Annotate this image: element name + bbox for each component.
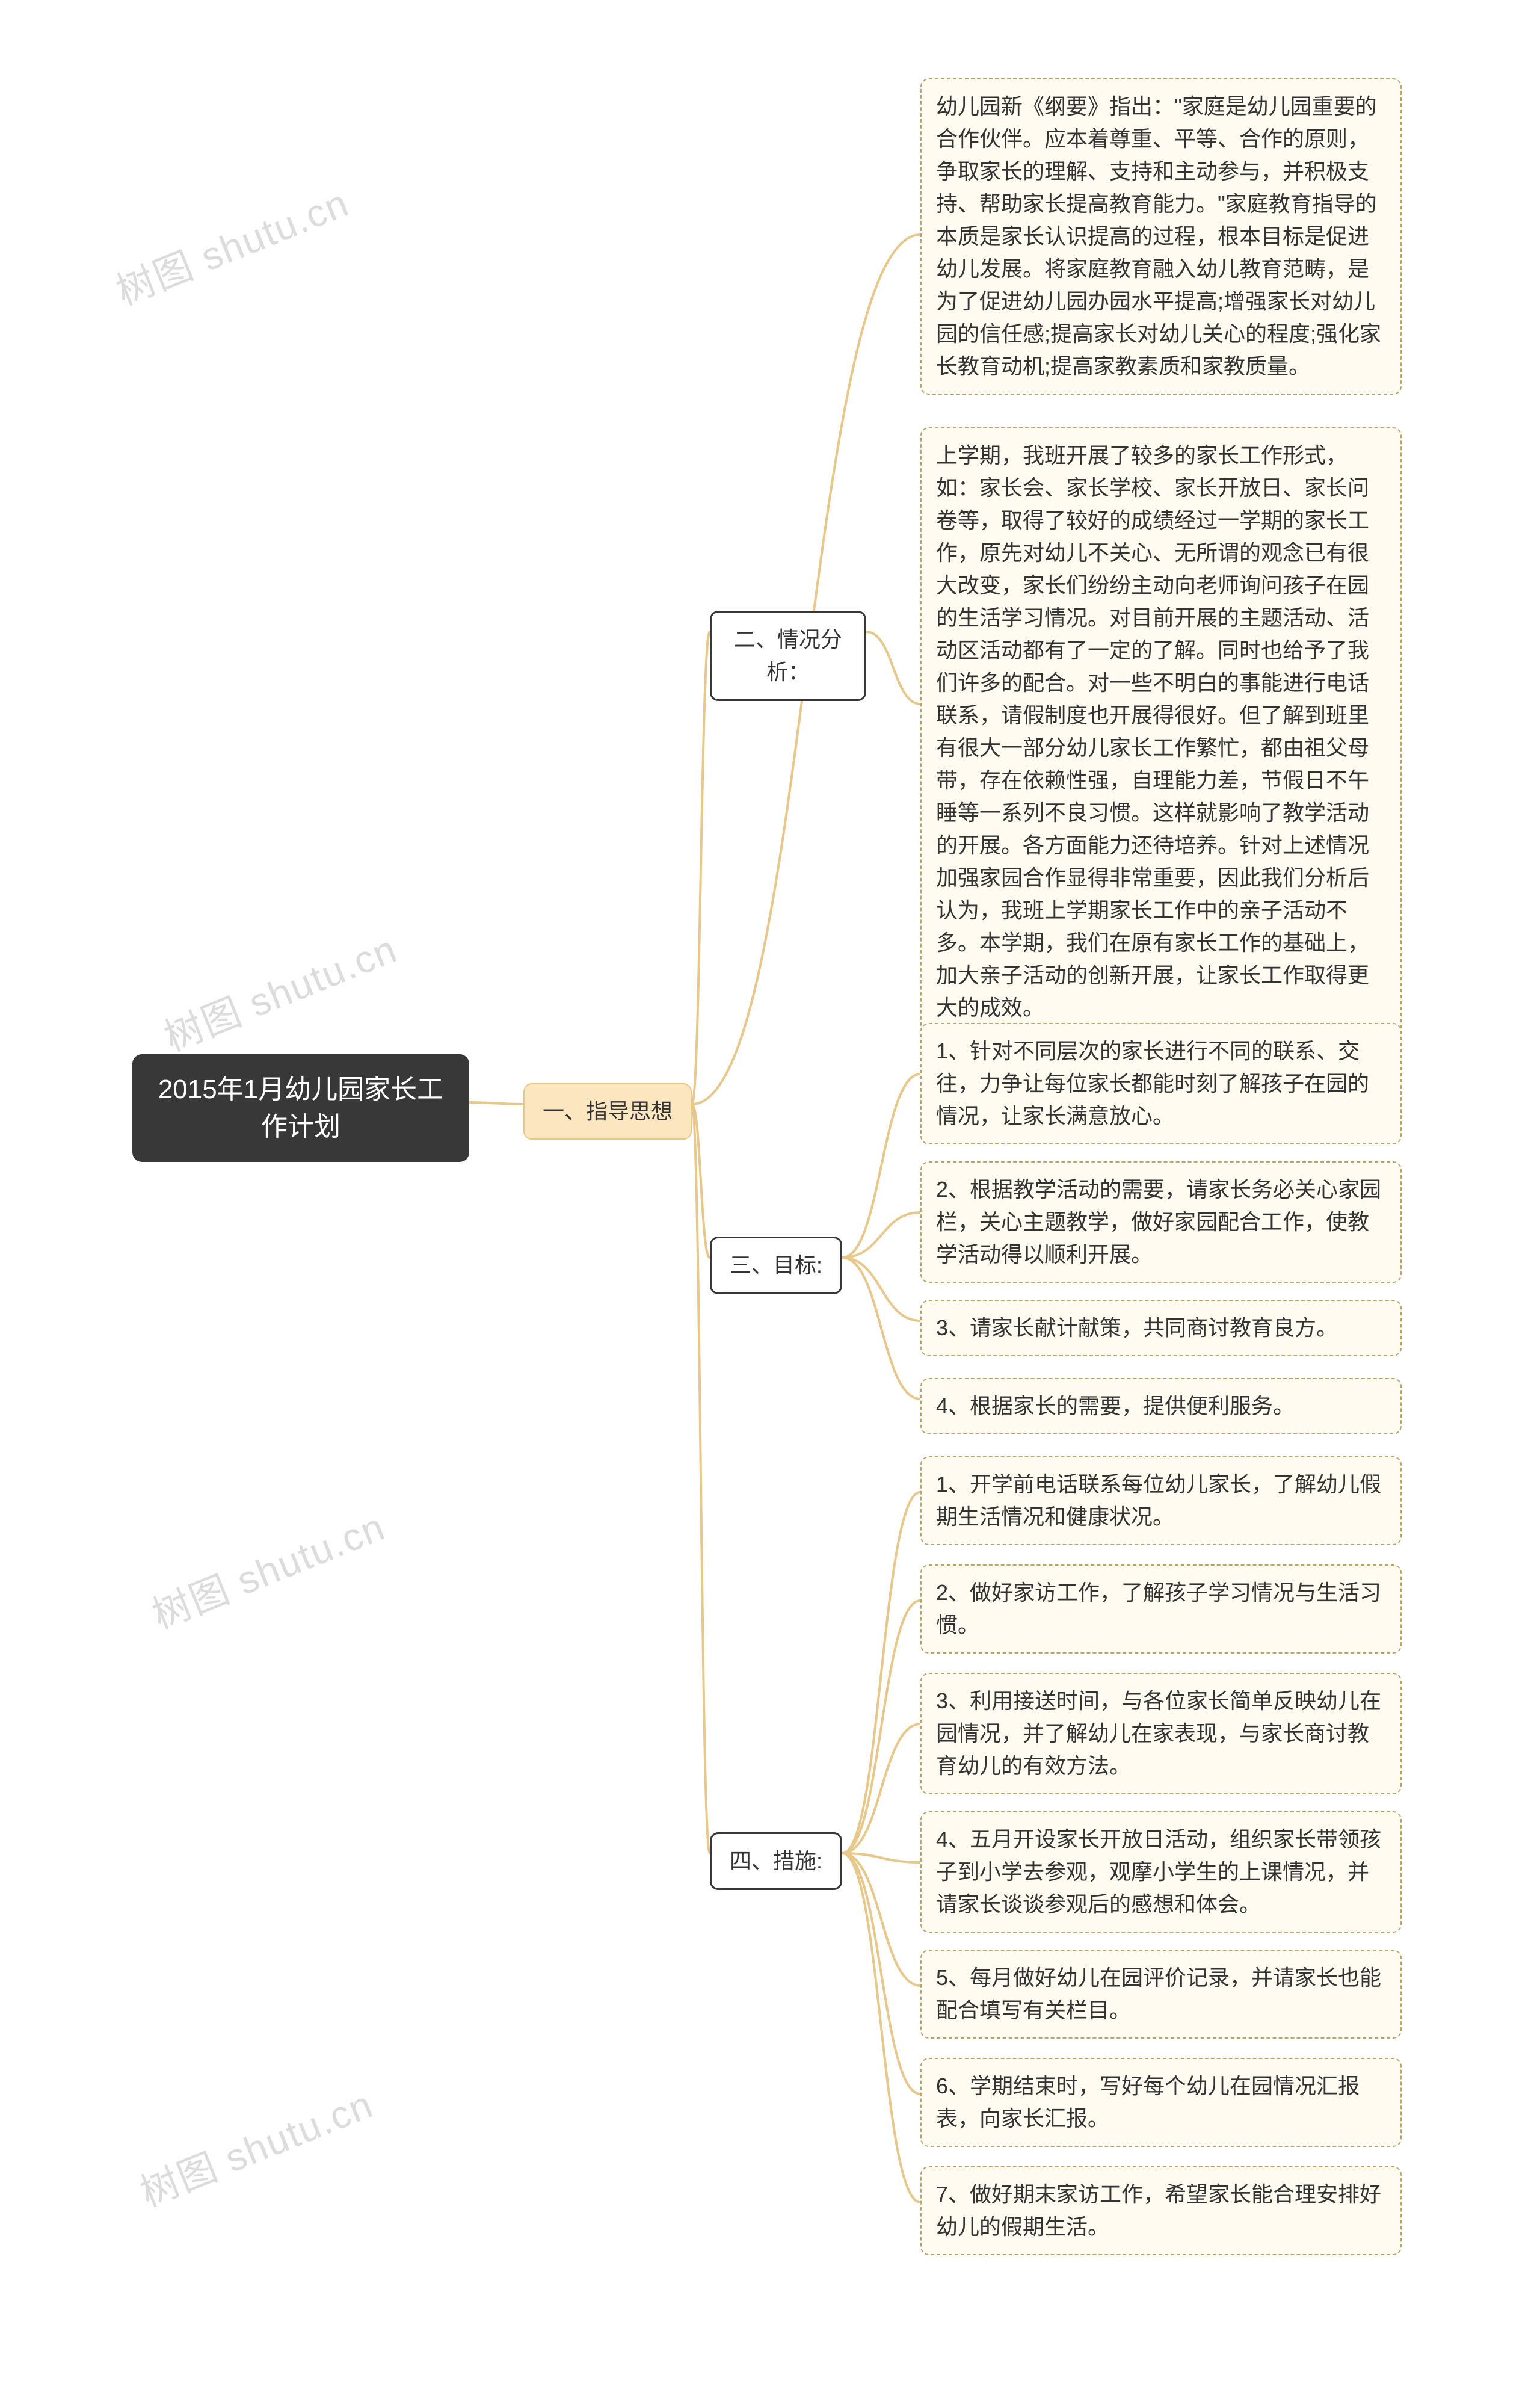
watermark: 树图 shutu.cn bbox=[155, 919, 404, 1063]
goal-3: 3、请家长献计献策，共同商讨教育良方。 bbox=[920, 1300, 1402, 1356]
measure-1: 1、开学前电话联系每位幼儿家长，了解幼儿假期生活情况和健康状况。 bbox=[920, 1456, 1402, 1545]
watermark: 树图 shutu.cn bbox=[143, 1496, 392, 1640]
measure-3: 3、利用接送时间，与各位家长简单反映幼儿在园情况，并了解幼儿在家表现，与家长商讨… bbox=[920, 1673, 1402, 1794]
section-3-goals[interactable]: 三、目标: bbox=[710, 1237, 842, 1294]
measure-6: 6、学期结束时，写好每个幼儿在园情况汇报表，向家长汇报。 bbox=[920, 2058, 1402, 2147]
section-2-situation-analysis[interactable]: 二、情况分析： bbox=[710, 611, 866, 701]
watermark: 树图 shutu.cn bbox=[107, 173, 356, 317]
section-1-guiding-thought[interactable]: 一、指导思想 bbox=[523, 1083, 692, 1140]
goal-2: 2、根据教学活动的需要，请家长务必关心家园栏，关心主题教学，做好家园配合工作，使… bbox=[920, 1161, 1402, 1283]
goal-1: 1、针对不同层次的家长进行不同的联系、交往，力争让每位家长都能时刻了解孩子在园的… bbox=[920, 1023, 1402, 1144]
situation-paragraph: 上学期，我班开展了较多的家长工作形式，如：家长会、家长学校、家长开放日、家长问卷… bbox=[920, 427, 1402, 1036]
section-4-measures[interactable]: 四、措施: bbox=[710, 1832, 842, 1890]
measure-4: 4、五月开设家长开放日活动，组织家长带领孩子到小学去参观，观摩小学生的上课情况，… bbox=[920, 1811, 1402, 1933]
goal-4: 4、根据家长的需要，提供便利服务。 bbox=[920, 1378, 1402, 1434]
watermark: 树图 shutu.cn bbox=[131, 2074, 380, 2218]
measure-7: 7、做好期末家访工作，希望家长能合理安排好幼儿的假期生活。 bbox=[920, 2166, 1402, 2255]
intro-paragraph-1: 幼儿园新《纲要》指出："家庭是幼儿园重要的合作伙伴。应本着尊重、平等、合作的原则… bbox=[920, 78, 1402, 395]
measure-2: 2、做好家访工作，了解孩子学习情况与生活习惯。 bbox=[920, 1564, 1402, 1654]
measure-5: 5、每月做好幼儿在园评价记录，并请家长也能配合填写有关栏目。 bbox=[920, 1950, 1402, 2039]
root-node[interactable]: 2015年1月幼儿园家长工 作计划 bbox=[132, 1054, 469, 1162]
